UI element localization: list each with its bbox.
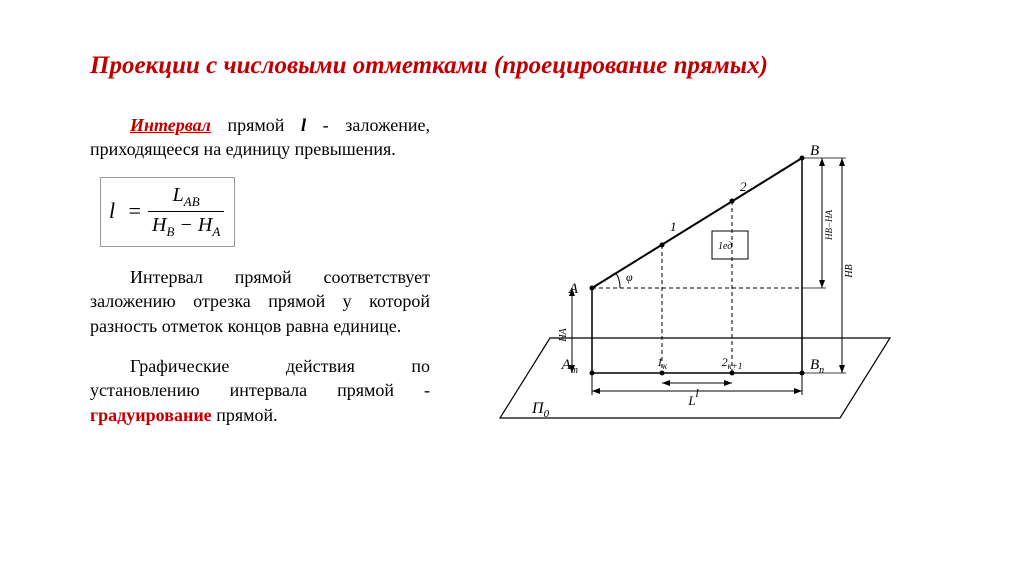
keyword-grad: градуирование <box>90 405 212 425</box>
svg-text:B: B <box>810 143 819 159</box>
svg-text:HB: HB <box>844 264 855 278</box>
svg-text:Am: Am <box>561 357 578 376</box>
svg-text:HB−HA: HB−HA <box>824 209 834 241</box>
slide-title: Проекции с числовыми отметками (проециро… <box>90 50 954 83</box>
svg-text:HA: HA <box>558 327 569 342</box>
formula-denominator: HB − HA <box>148 211 224 241</box>
projection-diagram: П0 L l <box>460 113 920 443</box>
paragraph-intro: Интервал прямой l - заложение, приходяще… <box>90 113 430 162</box>
diagram-column: П0 L l <box>460 113 954 443</box>
paragraph-2: Интервал прямой соответствует заложению … <box>90 265 430 338</box>
paragraph-3: Графические действия по установлению инт… <box>90 354 430 427</box>
svg-text:φ: φ <box>626 270 633 284</box>
keyword-interval: Интервал <box>130 115 211 135</box>
svg-text:l: l <box>695 386 699 400</box>
formula-block: l = LAB HB − HA <box>100 177 430 247</box>
formula-lhs: l <box>109 196 115 226</box>
formula-numerator: LAB <box>169 182 204 211</box>
svg-text:1: 1 <box>670 219 677 234</box>
svg-text:2: 2 <box>740 179 747 194</box>
text-column: Интервал прямой l - заложение, приходяще… <box>90 113 430 443</box>
svg-text:П0: П0 <box>531 400 550 420</box>
svg-text:1ед: 1ед <box>718 241 732 252</box>
